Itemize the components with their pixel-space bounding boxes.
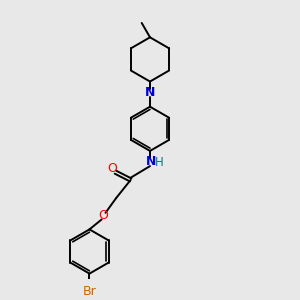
Text: Br: Br <box>82 285 96 298</box>
Text: H: H <box>154 156 163 169</box>
Text: N: N <box>145 86 155 99</box>
Text: O: O <box>98 209 108 222</box>
Text: O: O <box>107 162 117 176</box>
Text: N: N <box>146 154 157 168</box>
